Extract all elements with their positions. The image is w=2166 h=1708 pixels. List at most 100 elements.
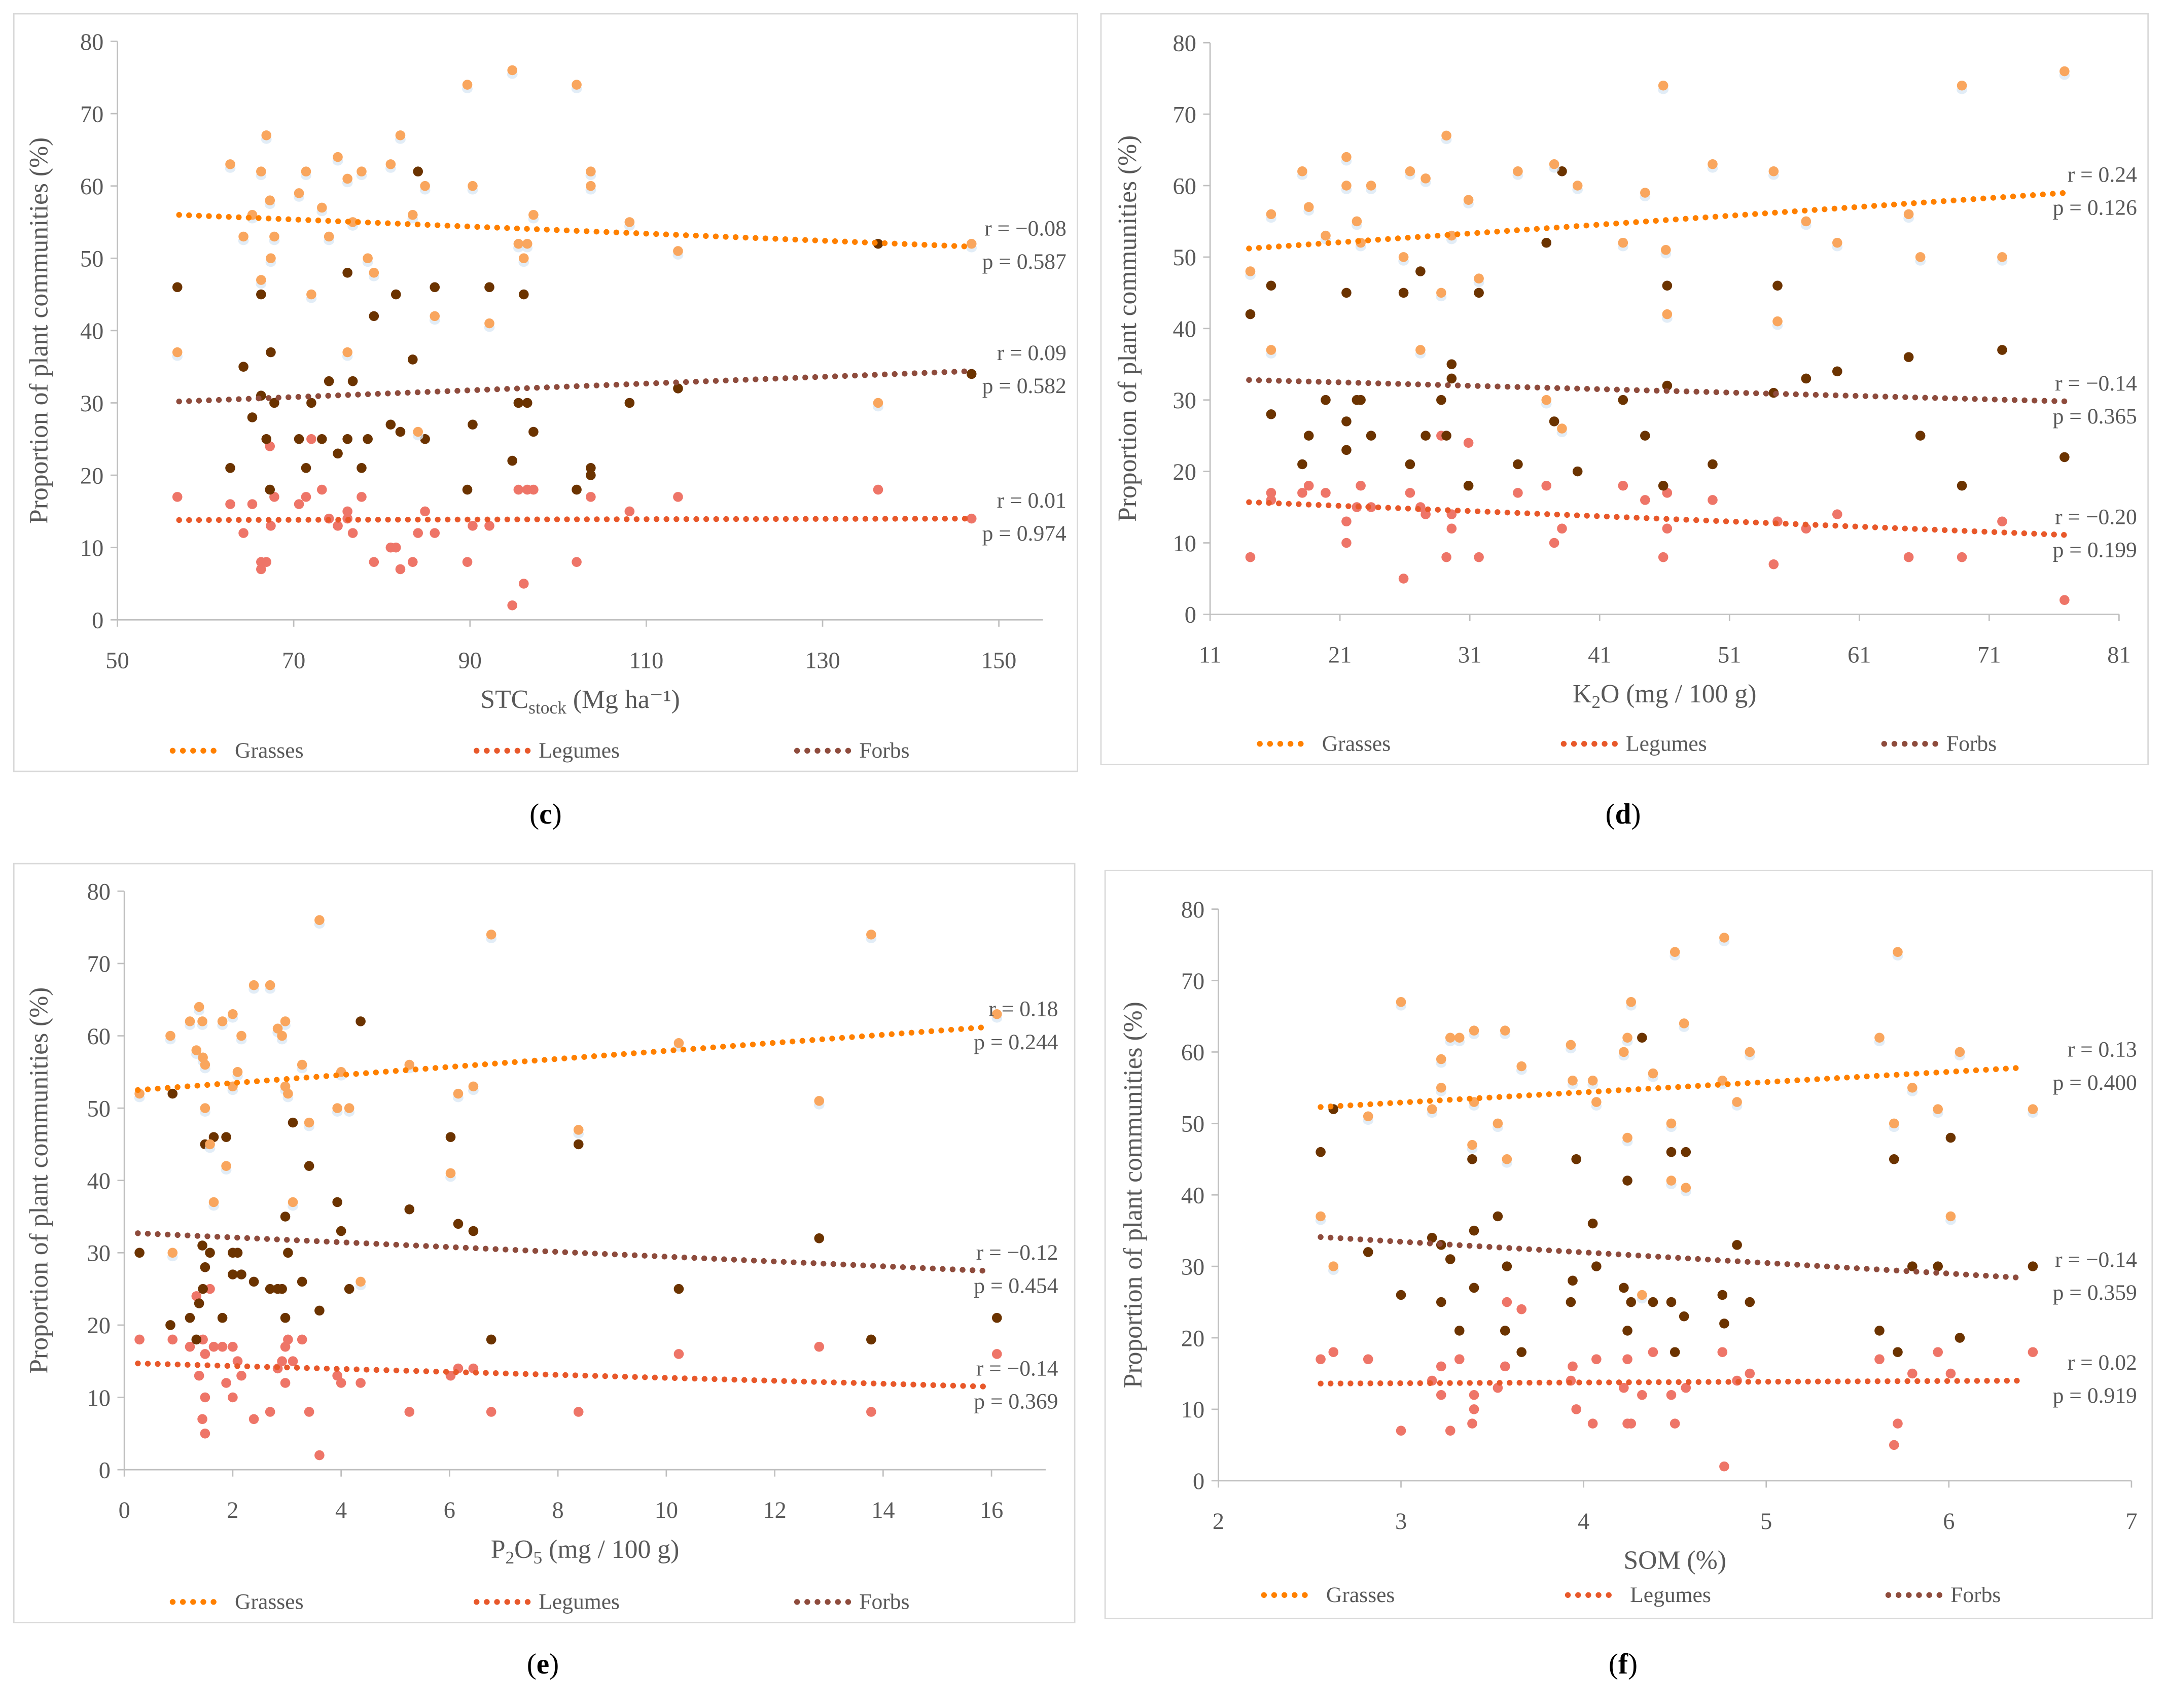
grasses-point [462,80,473,90]
forbs-point [1658,480,1668,491]
grasses-point [1549,159,1559,169]
x-tick-label: 3 [1395,1508,1407,1534]
legumes-r-value: r = −0.14 [976,1356,1058,1380]
chart-frame [13,863,1076,1623]
grasses-point [1436,288,1446,298]
legumes-point [1708,495,1718,505]
x-tick-label: 5 [1760,1508,1772,1534]
grasses-point [1933,1104,1943,1114]
y-tick-label: 60 [1173,173,1196,199]
forbs-point [200,1262,210,1272]
forbs-point [673,383,683,394]
grasses-point [191,1045,202,1055]
legend-label: Grasses [1322,731,1391,756]
grasses-point [991,1009,1002,1019]
grasses-point [1321,230,1331,241]
grasses-point [228,1009,238,1019]
legend: Grasses Legumes Forbs [169,1589,909,1614]
grasses-point [1541,395,1552,405]
grasses-point [468,1081,479,1092]
y-tick-label: 60 [80,173,103,199]
legend-label: Forbs [859,1589,909,1614]
forbs-point [1341,445,1352,455]
grasses-point [1662,309,1673,319]
grasses-point [356,1276,366,1287]
y-tick-label: 30 [80,390,103,416]
legumes-point [194,1370,204,1381]
panel-letter: d [1615,798,1631,830]
grasses-point [1957,80,1967,91]
y-axis-title: Proportion of plant communities (%) [1119,1002,1148,1388]
y-tick-label: 70 [80,101,103,127]
grasses-point [238,231,248,242]
forbs-point [1622,1176,1632,1186]
panel-letter: f [1618,1648,1628,1680]
grasses-point [1874,1033,1885,1043]
forbs-point [1454,1326,1465,1336]
forbs-point [1571,1154,1582,1164]
forbs-point [1474,288,1484,298]
forbs-point [1415,266,1426,276]
x-axis-title-part: O [514,1535,533,1564]
panel-c: 0 10 20 30 40 50 60 70 80 50 70 90 110 130 150 STCstock… [13,13,1078,772]
legumes-point [1474,552,1484,562]
grasses-point [518,253,529,264]
forbs-point [1445,1254,1455,1264]
legumes-point [1768,559,1779,570]
legumes-point [304,1407,314,1417]
legumes-point [1436,1390,1446,1400]
legumes-point [1549,538,1559,548]
grasses-point [1502,1154,1512,1164]
panel-label: (e) [527,1648,559,1680]
legumes-point [269,492,279,502]
forbs-point [269,398,279,408]
x-axis-title-part: (mg / 100 g) [542,1535,679,1564]
x-axis-title-part: SOM (%) [1623,1546,1726,1575]
grasses-point [814,1096,825,1106]
forbs-point [1245,309,1256,319]
legumes-point [1297,488,1307,498]
forbs-point [1889,1154,1899,1164]
legumes-trendline [1318,1377,2025,1386]
forbs-point [1745,1297,1755,1307]
forbs-point [513,398,524,408]
forbs-point [1587,1218,1598,1229]
grasses-p-value: p = 0.587 [982,250,1067,274]
legend-item-legumes: Legumes [1560,731,1707,756]
legumes-point [333,521,343,531]
forbs-r-value: r = 0.09 [997,341,1067,365]
grasses-point [1745,1047,1755,1057]
legumes-point [228,1392,238,1403]
legumes-point [185,1341,195,1352]
legumes-point [572,557,582,567]
legumes-point [1303,480,1314,491]
legend-label: Grasses [1326,1583,1395,1607]
legumes-point [1681,1382,1691,1393]
forbs-point [1591,1261,1602,1271]
legumes-point [586,492,596,502]
grasses-point [1997,252,2007,262]
panel-label-close: ) [1631,798,1641,830]
legumes-point [238,528,248,538]
grasses-point [1907,1083,1918,1093]
panel-label: (f) [1609,1648,1638,1680]
grasses-point [316,202,327,213]
y-tick-label: 10 [80,535,103,561]
grasses-point [1893,947,1903,957]
legumes-point [624,506,635,517]
legend-item-legumes: Legumes [474,1589,620,1614]
forbs-point [1366,431,1376,441]
legumes-point [866,1407,876,1417]
x-tick-label: 51 [1718,642,1741,668]
forbs-point [1566,1297,1576,1307]
grasses-trendline [176,212,976,250]
forbs-point [390,289,401,300]
forbs-point [1500,1326,1510,1336]
legumes-point [134,1334,145,1345]
legumes-point [873,484,883,495]
legumes-point [1745,1368,1755,1379]
legend-label: Legumes [539,738,620,763]
grasses-point [1341,152,1352,162]
forbs-point [1618,395,1628,405]
